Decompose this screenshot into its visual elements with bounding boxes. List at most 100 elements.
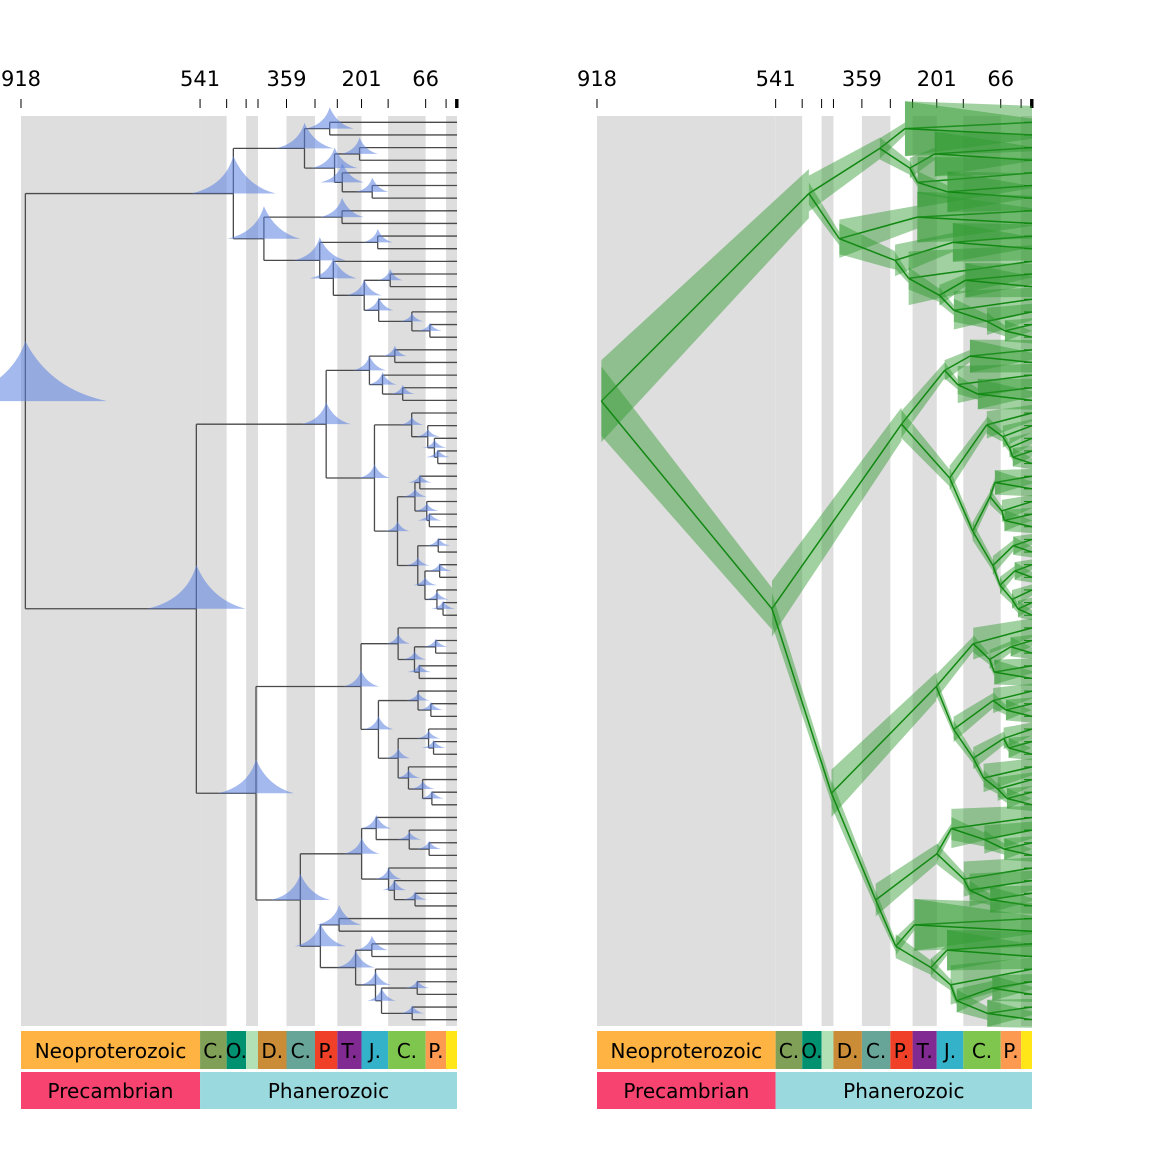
hpd-band [936,636,974,699]
hpd-band [895,252,909,284]
branch-diagonal [600,400,773,610]
branch-diagonal [1002,424,1033,438]
period-cell [802,1031,822,1069]
period-cell [337,1031,362,1069]
node-age-density [399,416,424,425]
axis-tick-label: 918 [577,67,617,91]
hpd-band [1005,699,1032,723]
branch-diagonal [1006,797,1033,806]
hpd-band [917,157,1032,208]
node-age-density [415,428,440,437]
branch-diagonal [879,128,906,149]
branch-diagonal [879,147,911,169]
hpd-band [993,692,1006,715]
period-cell [446,1031,457,1069]
branch-diagonal [956,987,993,1002]
branch-diagonal [894,241,954,262]
axis-tick-label: 541 [180,67,220,91]
node-age-density [405,980,430,989]
branch-diagonal [953,699,994,730]
branch-diagonal [917,210,1033,218]
hpd-band [904,101,1032,157]
node-age-density [270,873,331,901]
branch-diagonal [972,757,985,779]
branch-diagonal [895,924,915,947]
branch-diagonal [965,273,1033,282]
period-label: C. [291,1039,311,1063]
hpd-band [987,998,1032,1027]
hpd-band [972,491,991,541]
hpd-band [771,592,832,803]
phylogeny [600,101,1033,1028]
hpd-band [947,929,1032,971]
era-label: Neoproterozoic [35,1039,187,1063]
branch-diagonal [951,827,985,841]
hpd-band [895,919,915,956]
branch-diagonal [936,828,953,855]
hpd-band [944,362,958,390]
branch-diagonal [971,530,994,566]
hpd-band [930,944,948,977]
branch-diagonal [1014,570,1033,579]
branch-diagonal [969,879,1033,891]
branch-diagonal [1005,702,1033,711]
branch-diagonal [908,277,940,296]
period-cell [246,1031,258,1069]
branch-diagonal [947,191,1033,199]
branch-diagonal [1004,842,1033,850]
hpd-band [987,999,1032,1028]
node-age-density [190,155,276,194]
branch-diagonal [1002,436,1011,449]
axis-tick-label: 918 [1,67,41,91]
branch-diagonal [973,627,1033,645]
branch-diagonal [986,320,1006,332]
node-age-density [301,402,351,425]
hpd-band [875,844,937,917]
node-age-density [426,537,451,546]
node-age-density [386,748,411,759]
branch-diagonal [949,984,958,1001]
node-age-density [217,759,295,794]
branch-diagonal [992,699,1007,711]
branch-diagonal [972,737,1005,759]
hpd-band [914,899,1032,951]
node-age-density [418,702,443,711]
node-age-density [396,769,421,778]
eon-cell [597,1072,776,1109]
node-age-density [397,831,422,840]
hpd-band [986,312,1005,337]
branch-diagonal [936,853,965,880]
node-age-density [343,837,380,854]
axis-tick-label: 541 [756,67,796,91]
hpd-band [977,378,1032,410]
node-age-density [402,488,427,497]
hpd-band [953,298,987,329]
hpd-band [601,366,772,630]
eon-label: Phanerozoic [843,1079,964,1103]
node-age-density [425,449,450,458]
node-age-density [406,692,431,701]
branch-diagonal [1011,599,1019,610]
branch-diagonal [1004,323,1033,332]
era-cell [21,1031,201,1069]
branch-diagonal [956,1000,988,1015]
branch-diagonal [986,311,1033,323]
branch-diagonal [963,867,1033,880]
branch-diagonal [938,294,955,311]
branch-diagonal [977,386,1033,395]
period-label: J. [367,1039,381,1063]
hpd-band [947,171,1032,213]
node-age-density [362,229,393,243]
branch-diagonal [894,259,910,279]
branch-diagonal [994,481,1033,490]
branch-diagonal [1001,510,1006,521]
branch-diagonal [900,423,951,479]
hpd-band [908,245,1032,306]
hpd-band [808,137,880,212]
hpd-band [1004,320,1032,344]
period-label: O. [226,1039,247,1063]
branch-diagonal [1011,589,1033,601]
hpd-band [1004,318,1032,342]
branch-diagonal [950,968,1033,986]
node-age-density [305,107,354,129]
